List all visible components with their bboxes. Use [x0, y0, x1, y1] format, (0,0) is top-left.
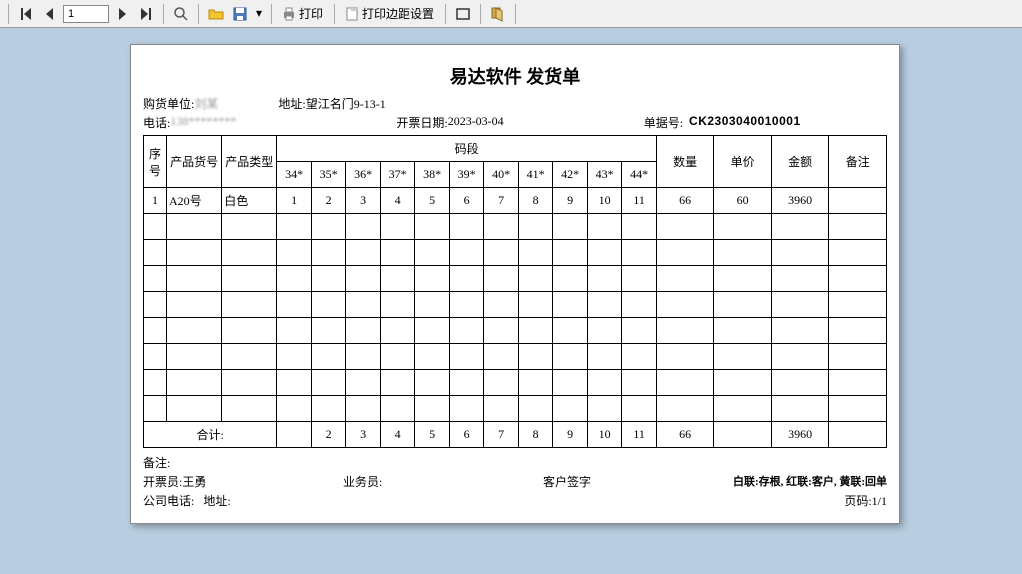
print-label: 打印: [299, 5, 323, 22]
col-remark: 备注: [829, 136, 887, 188]
phone-value: 138********: [170, 114, 236, 131]
exit-icon[interactable]: [487, 3, 509, 25]
col-size: 39*: [449, 162, 484, 188]
issuer-label: 开票员:: [143, 475, 182, 489]
table-row: [144, 214, 887, 240]
table-row: [144, 318, 887, 344]
copies-text: 白联:存根, 红联:客户, 黄联:回单: [733, 473, 887, 490]
phone-label: 电话:: [143, 114, 170, 131]
company-phone-label: 公司电话:: [143, 494, 194, 508]
sales-label: 业务员:: [343, 475, 382, 489]
table-row: [144, 266, 887, 292]
document-paper: 易达软件 发货单 购货单位:刘某 地址:望江名门9-13-1 电话:138***…: [130, 44, 900, 524]
col-amount: 金额: [771, 136, 829, 188]
col-size: 42*: [553, 162, 588, 188]
page-number-input[interactable]: [63, 5, 109, 23]
docno-label: 单据号:: [644, 114, 683, 131]
open-icon[interactable]: [205, 3, 227, 25]
col-size: 43*: [587, 162, 622, 188]
save-icon[interactable]: [229, 3, 251, 25]
col-code: 产品货号: [167, 136, 222, 188]
page-label: 页码:: [844, 494, 871, 508]
col-size: 38*: [415, 162, 450, 188]
save-dropdown-icon[interactable]: ▾: [253, 3, 265, 25]
print-button[interactable]: 打印: [278, 3, 328, 25]
company-addr-label: 地址:: [203, 494, 230, 508]
table-row: 1A20号白色123456789101166603960: [144, 188, 887, 214]
issuer-value: 王勇: [182, 475, 206, 489]
buyer-label: 购货单位:: [143, 95, 194, 112]
table-row: [144, 292, 887, 318]
preview-workspace: 易达软件 发货单 购货单位:刘某 地址:望江名门9-13-1 电话:138***…: [0, 28, 1022, 574]
addr-label: 地址:: [278, 95, 305, 112]
col-size: 44*: [622, 162, 657, 188]
col-size: 40*: [484, 162, 519, 188]
table-row: [144, 240, 887, 266]
col-size: 36*: [346, 162, 381, 188]
table-row: [144, 344, 887, 370]
buyer-value: 刘某: [194, 95, 218, 112]
col-size: 41*: [518, 162, 553, 188]
margin-label: 打印边距设置: [362, 5, 434, 22]
col-price: 单价: [714, 136, 772, 188]
col-size: 35*: [311, 162, 346, 188]
col-size: 34*: [277, 162, 312, 188]
totals-row: 合计:234567891011663960: [144, 422, 887, 448]
table-row: [144, 396, 887, 422]
addr-value: 望江名门9-13-1: [306, 95, 386, 112]
docno-value: CK2303040010001: [689, 114, 801, 131]
col-qty: 数量: [656, 136, 714, 188]
margin-button[interactable]: 打印边距设置: [341, 3, 439, 25]
col-size: 37*: [380, 162, 415, 188]
col-seq: 序号: [144, 136, 167, 188]
items-table: 序号产品货号产品类型码段数量单价金额备注 34*35*36*37*38*39*40…: [143, 135, 887, 448]
fullscreen-icon[interactable]: [452, 3, 474, 25]
col-type: 产品类型: [222, 136, 277, 188]
doc-title: 易达软件 发货单: [143, 63, 887, 89]
page-value: 1/1: [872, 494, 887, 508]
nav-last-icon[interactable]: [135, 3, 157, 25]
invoice-date-value: 2023-03-04: [448, 114, 504, 131]
invoice-date-label: 开票日期:: [396, 114, 447, 131]
nav-next-icon[interactable]: [111, 3, 133, 25]
nav-prev-icon[interactable]: [39, 3, 61, 25]
table-row: [144, 370, 887, 396]
sign-label: 客户签字: [543, 473, 683, 490]
remark-label: 备注:: [143, 454, 170, 471]
zoom-icon[interactable]: [170, 3, 192, 25]
nav-first-icon[interactable]: [15, 3, 37, 25]
col-sizes-header: 码段: [277, 136, 657, 162]
toolbar: ▾ 打印 打印边距设置: [0, 0, 1022, 28]
